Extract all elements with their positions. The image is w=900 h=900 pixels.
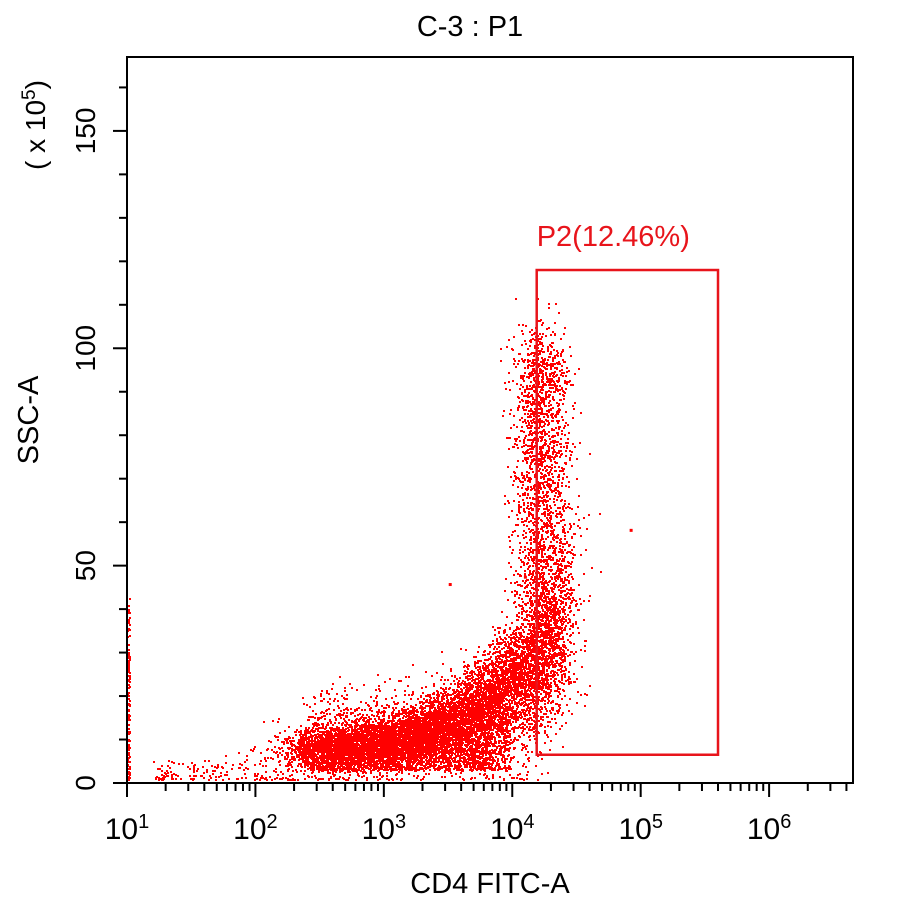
y-axis-multiplier: ( x 105) [19,80,52,170]
y-tick-label: 50 [70,550,101,581]
scatter-points [127,298,633,781]
y-tick-label: 100 [70,325,101,372]
scatter-point-outlier [448,583,452,587]
x-axis-label: CD4 FITC-A [410,868,570,900]
y-tick-label-group: 100 [70,325,101,372]
x-tick-label: 103 [362,811,407,846]
x-tick-label: 101 [105,811,150,846]
x-tick-label: 102 [233,811,277,846]
x-tick-label: 106 [747,811,792,846]
x-tick-label: 104 [490,811,535,846]
x-tick-label: 105 [618,811,663,846]
gate-rectangle [535,268,720,756]
scatter-point-outlier [523,575,527,579]
y-tick-label: 0 [70,775,101,791]
chart-title: C-3 : P1 [417,11,523,43]
y-axis-label-group: SSC-A [13,375,45,464]
plot-frame [126,56,854,784]
y-tick-label-group: 0 [70,775,101,791]
svg-text:( x 105): ( x 105) [19,80,52,170]
gate-p2: P2(12.46%) [535,221,720,756]
y-axis-label: SSC-A [13,375,45,464]
axes: 0 50 100 150 101 102 103 104 105 106 [70,56,854,846]
y-tick-label-group: 50 [70,550,101,581]
y-tick-label-group: 150 [70,108,101,155]
gate-label: P2(12.46%) [537,221,690,253]
scatter-events [127,298,602,781]
y-tick-label: 150 [70,108,101,155]
scatter-point-outlier [629,528,633,532]
